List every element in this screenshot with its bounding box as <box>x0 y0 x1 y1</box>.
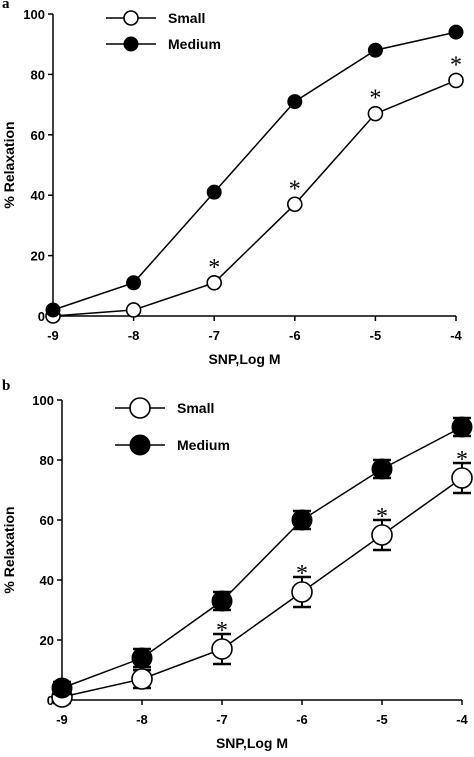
x-axis-title: SNP,Log M <box>216 735 288 751</box>
y-tick-label: 20 <box>40 633 54 648</box>
legend-marker <box>129 434 151 456</box>
legend-item-small: Small <box>115 397 214 419</box>
series-medium <box>45 24 464 318</box>
x-tick-label: -9 <box>47 328 59 343</box>
series-line <box>52 79 457 317</box>
panel-b: b 0 20 40 60 80 100 -9 -8 -7 -6 -5 -4 SNP,Log M % Rela… <box>1 378 473 751</box>
y-tick-label: 100 <box>23 7 45 22</box>
legend-marker <box>123 36 139 52</box>
data-point <box>51 677 73 699</box>
significance-marker: * <box>296 561 308 587</box>
y-tick-label: 60 <box>31 128 45 143</box>
panel-label: a <box>2 0 10 12</box>
y-tick-label: 80 <box>40 453 54 468</box>
x-tick-label: -8 <box>128 328 140 343</box>
significance-marker: * <box>450 52 462 78</box>
data-point <box>451 467 473 489</box>
data-point <box>126 275 142 291</box>
series-small: * * * * <box>45 52 464 324</box>
data-point <box>451 416 473 438</box>
x-tick-label: -6 <box>296 712 308 727</box>
x-tick-label: -4 <box>450 328 462 343</box>
data-point <box>371 524 393 546</box>
legend-label: Small <box>168 10 205 26</box>
data-point <box>206 274 222 291</box>
data-point <box>286 196 303 213</box>
y-tick-label: 60 <box>40 513 54 528</box>
data-point <box>125 302 142 318</box>
series-line <box>61 477 463 698</box>
x-tick-label: -6 <box>289 328 301 343</box>
significance-marker: * <box>208 255 220 281</box>
data-point <box>291 509 313 531</box>
data-point <box>367 105 384 122</box>
legend-marker <box>123 10 139 26</box>
legend-label: Medium <box>168 36 221 52</box>
data-point <box>211 590 233 612</box>
significance-marker: * <box>289 176 301 202</box>
data-point <box>211 638 233 660</box>
x-tick-label: -4 <box>456 712 468 727</box>
y-tick-label: 80 <box>31 67 45 82</box>
y-axis-title: % Relaxation <box>1 121 17 208</box>
x-tick-label: -7 <box>216 712 228 727</box>
data-point <box>45 302 61 318</box>
legend-marker <box>129 397 151 419</box>
legend-label: Medium <box>177 437 230 453</box>
panel-a: a 0 20 40 60 80 100 -9 -8 -7 -6 -5 -4 SNP,Log M % Rela… <box>1 0 464 367</box>
x-tick-label: -9 <box>56 712 68 727</box>
y-tick-label: 20 <box>31 249 45 264</box>
legend-item-medium: Medium <box>106 36 221 52</box>
panel-label: b <box>2 378 10 394</box>
y-tick-label: 0 <box>38 309 45 324</box>
legend-item-small: Small <box>106 10 205 26</box>
data-point <box>131 647 153 669</box>
x-tick-label: -5 <box>376 712 388 727</box>
legend-label: Small <box>177 400 214 416</box>
series-small: * * * * <box>51 447 473 708</box>
x-tick-label: -5 <box>370 328 382 343</box>
y-tick-label: 40 <box>31 188 45 203</box>
legend-item-medium: Medium <box>115 434 230 456</box>
data-point <box>448 24 464 40</box>
significance-marker: * <box>376 504 388 530</box>
series-line <box>61 426 463 689</box>
series-medium <box>51 416 473 699</box>
x-tick-label: -8 <box>136 712 148 727</box>
y-tick-label: 0 <box>47 693 54 708</box>
y-axis-title: % Relaxation <box>1 506 17 593</box>
x-tick-label: -7 <box>208 328 220 343</box>
data-point <box>206 184 222 200</box>
y-tick-label: 100 <box>32 393 54 408</box>
data-point <box>287 94 303 110</box>
data-point <box>131 668 153 690</box>
data-point <box>371 458 393 480</box>
x-axis-title: SNP,Log M <box>208 351 280 367</box>
data-point <box>291 581 313 603</box>
y-tick-label: 40 <box>40 573 54 588</box>
significance-marker: * <box>369 86 381 112</box>
series-line <box>52 31 457 311</box>
data-point <box>448 72 464 89</box>
significance-marker: * <box>456 447 468 473</box>
significance-marker: * <box>216 618 228 644</box>
data-point <box>367 42 383 58</box>
